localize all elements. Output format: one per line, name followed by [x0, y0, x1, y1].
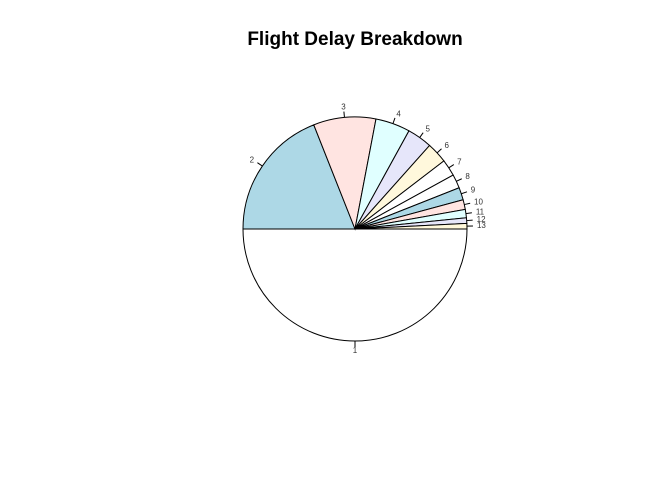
- slice-label-tick-2: [257, 163, 262, 166]
- slice-label-3: 3: [341, 103, 346, 112]
- slice-label-tick-7: [449, 165, 454, 168]
- slice-label-4: 4: [396, 109, 401, 118]
- slice-label-1: 1: [353, 346, 358, 355]
- slice-label-6: 6: [444, 141, 449, 150]
- slice-label-tick-4: [393, 118, 395, 124]
- slice-label-tick-9: [461, 192, 467, 194]
- slice-label-7: 7: [457, 157, 462, 166]
- slice-label-5: 5: [425, 125, 430, 134]
- slice-label-8: 8: [465, 172, 470, 181]
- chart-title: Flight Delay Breakdown: [0, 29, 672, 51]
- pie-slice-1: [243, 229, 467, 341]
- slice-label-tick-6: [437, 149, 441, 153]
- slice-label-2: 2: [250, 156, 255, 165]
- slice-label-tick-5: [420, 133, 423, 138]
- slice-label-10: 10: [474, 197, 483, 206]
- slice-label-tick-11: [466, 213, 472, 214]
- slice-label-tick-10: [464, 203, 470, 204]
- slice-label-tick-3: [344, 112, 345, 118]
- slice-label-9: 9: [471, 186, 476, 195]
- slice-label-tick-8: [456, 179, 461, 182]
- slice-label-13: 13: [477, 221, 486, 230]
